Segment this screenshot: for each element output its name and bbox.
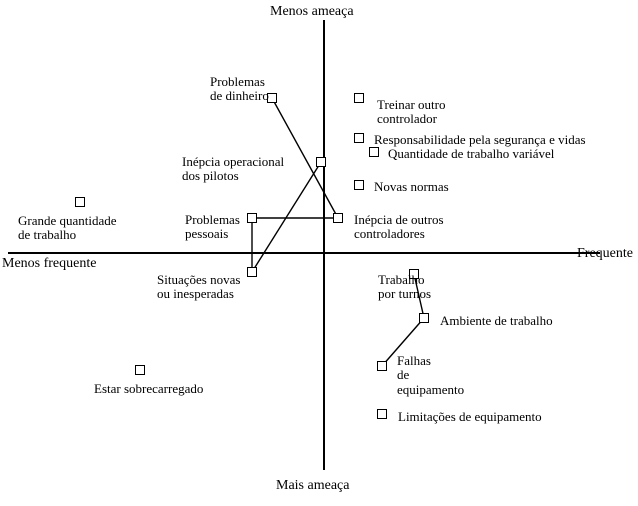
square-marker-icon <box>333 213 343 223</box>
square-marker-icon <box>354 180 364 190</box>
node-label: Limitações de equipamento <box>398 410 542 424</box>
node-label: Problemas pessoais <box>185 213 240 242</box>
square-marker-icon <box>354 133 364 143</box>
node-label: Falhas de equipamento <box>397 354 464 397</box>
node-label: Problemas de dinheiro <box>210 75 269 104</box>
square-marker-icon <box>354 93 364 103</box>
node-label: Treinar outro controlador <box>377 98 446 127</box>
axis-label-top: Menos ameaça <box>270 4 354 20</box>
node-label: Situações novas ou inesperadas <box>157 273 240 302</box>
square-marker-icon <box>135 365 145 375</box>
axis-label-left: Menos frequente <box>2 256 96 272</box>
square-marker-icon <box>369 147 379 157</box>
node-label: Inépcia de outros controladores <box>354 213 444 242</box>
node-label: Ambiente de trabalho <box>440 314 553 328</box>
square-marker-icon <box>247 213 257 223</box>
axis-horizontal <box>8 252 600 254</box>
square-marker-icon <box>377 409 387 419</box>
square-marker-icon <box>419 313 429 323</box>
node-label: Trabalho por turnos <box>378 273 431 302</box>
square-marker-icon <box>75 197 85 207</box>
axis-label-right: Frequente <box>577 246 633 262</box>
axis-vertical <box>323 20 325 470</box>
square-marker-icon <box>316 157 326 167</box>
node-label: Estar sobrecarregado <box>94 382 203 396</box>
diagram-stage: Menos ameaça Mais ameaça Menos frequente… <box>0 0 638 506</box>
node-label: Novas normas <box>374 180 449 194</box>
square-marker-icon <box>247 267 257 277</box>
axis-label-bottom: Mais ameaça <box>276 478 349 494</box>
node-label: Grande quantidade de trabalho <box>18 214 117 243</box>
square-marker-icon <box>377 361 387 371</box>
node-label: Quantidade de trabalho variável <box>388 147 554 161</box>
node-label: Inépcia operacional dos pilotos <box>182 155 284 184</box>
